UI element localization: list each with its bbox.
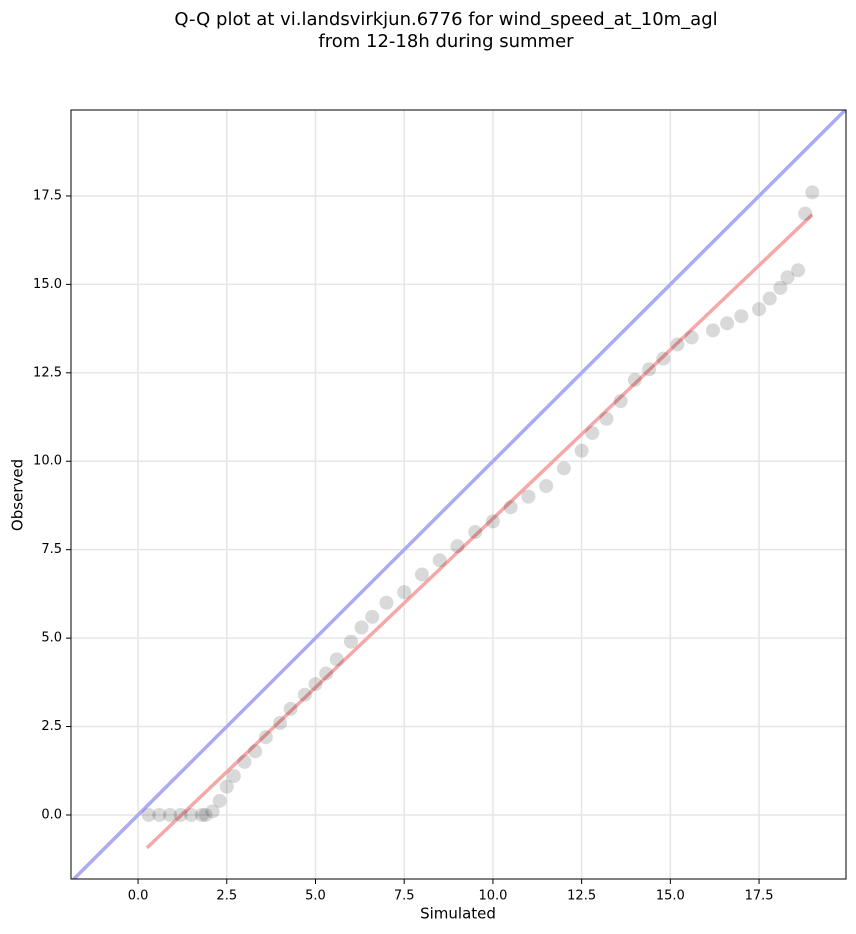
x-tick-label: 0.0: [128, 889, 149, 904]
point: [226, 769, 241, 784]
point: [248, 744, 263, 759]
y-tick-label: 10.0: [33, 454, 62, 469]
point: [720, 316, 735, 331]
point: [556, 461, 571, 476]
chart-title: Q-Q plot at vi.landsvirkjun.6776 for win…: [174, 9, 717, 30]
point: [414, 567, 429, 582]
point: [485, 514, 500, 529]
x-tick-label: 15.0: [656, 889, 685, 904]
point: [329, 652, 344, 667]
point: [397, 585, 412, 600]
y-tick-label: 5.0: [41, 631, 62, 646]
point: [273, 716, 288, 731]
x-tick-label: 5.0: [305, 889, 326, 904]
point: [734, 309, 749, 324]
point: [308, 677, 323, 692]
y-tick-label: 17.5: [33, 188, 62, 203]
point: [656, 351, 671, 366]
y-tick-label: 12.5: [33, 365, 62, 380]
y-tick-label: 2.5: [41, 719, 62, 734]
point: [184, 807, 199, 822]
chart-title: from 12-18h during summer: [318, 31, 574, 52]
point: [670, 337, 685, 352]
point: [521, 489, 536, 504]
point: [283, 701, 298, 716]
point: [194, 807, 209, 822]
point: [212, 793, 227, 808]
point: [258, 730, 273, 745]
point: [642, 362, 657, 377]
point: [585, 425, 600, 440]
x-tick-label: 2.5: [216, 889, 237, 904]
point: [762, 291, 777, 306]
point: [379, 595, 394, 610]
x-tick-label: 7.5: [394, 889, 415, 904]
point: [684, 330, 699, 345]
point: [173, 807, 188, 822]
point: [365, 609, 380, 624]
reference-line: [71, 110, 846, 879]
y-axis-label: Observed: [9, 459, 27, 531]
x-axis-label: Simulated: [420, 905, 496, 923]
point: [503, 500, 518, 515]
y-tick-label: 7.5: [41, 542, 62, 557]
point: [574, 443, 589, 458]
point: [450, 539, 465, 554]
point: [205, 804, 220, 819]
point: [599, 411, 614, 426]
point: [319, 666, 334, 681]
point: [297, 687, 312, 702]
point: [237, 754, 252, 769]
reference-line: [145, 213, 814, 850]
point: [219, 779, 234, 794]
x-tick-label: 17.5: [745, 889, 774, 904]
point: [705, 323, 720, 338]
point: [773, 280, 788, 295]
plot-frame: [70, 109, 847, 880]
point: [791, 263, 806, 278]
point: [343, 634, 358, 649]
y-tick-label: 15.0: [33, 277, 62, 292]
point: [805, 185, 820, 200]
point: [354, 620, 369, 635]
point: [752, 302, 767, 317]
point: [613, 394, 628, 409]
point: [798, 206, 813, 221]
point: [468, 524, 483, 539]
plot-area: [71, 110, 846, 879]
point: [141, 807, 156, 822]
point: [432, 553, 447, 568]
y-tick-label: 0.0: [41, 807, 62, 822]
point: [163, 807, 178, 822]
x-tick-label: 12.5: [567, 889, 596, 904]
point: [198, 807, 213, 822]
point: [627, 372, 642, 387]
point: [152, 807, 167, 822]
point: [539, 479, 554, 494]
x-tick-label: 10.0: [478, 889, 507, 904]
point: [780, 270, 795, 285]
